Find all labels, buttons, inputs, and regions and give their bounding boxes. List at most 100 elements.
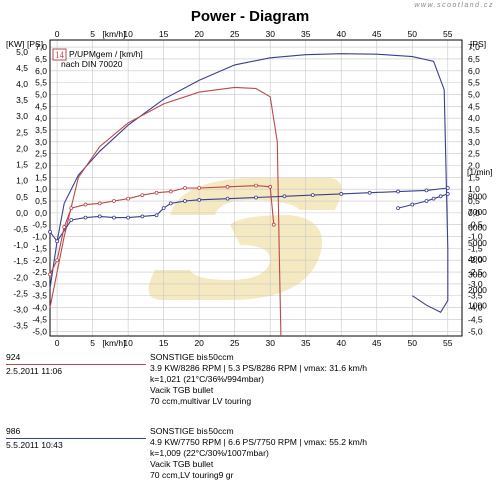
rpm-marker [83, 202, 88, 207]
y-tick-label-rpm: 8000 [468, 191, 487, 201]
rpm-marker [69, 218, 74, 222]
rpm-marker [62, 225, 67, 229]
run-date: 5.5.2011 [6, 440, 39, 450]
y-tick-label-ps-left: 2,0 [35, 161, 47, 171]
rpm-marker [282, 194, 287, 199]
y-axis-unit-rpm: [1/min] [467, 167, 493, 177]
y-tick-label-kw: 4,0 [16, 79, 28, 89]
rpm-marker [445, 186, 450, 190]
y-tick-label-ps-right: 3,5 [468, 125, 480, 135]
x-tick-label-top: 25 [230, 29, 240, 39]
y-tick-label-ps-left: 6,5 [35, 54, 47, 64]
y-tick-label-ps-left: 1,5 [35, 172, 47, 182]
plot-frame [49, 39, 463, 337]
y-tick-label-ps-left: 6,0 [35, 66, 47, 76]
legend-line-2: nach DIN 70020 [61, 59, 123, 69]
rpm-marker [310, 193, 315, 198]
run-entry-924: 924 2.5.2011 11:06 SONSTIGE bis 50ccm 3.… [6, 352, 494, 426]
x-tick-label-top: 45 [372, 29, 382, 39]
run-category: SONSTIGE bis [150, 426, 208, 436]
x-tick-label-bottom: 5 [90, 338, 95, 348]
y-tick-label-ps-left: 5,0 [35, 89, 47, 99]
y-tick-label-ps-right: 5,5 [468, 78, 480, 88]
run-details: SONSTIGE bis 50ccm 3.9 KW/8286 RPM | 5.3… [150, 352, 367, 407]
run-setup: 70 ccm,LV touring9 gr [150, 470, 234, 480]
y-tick-label-kw: 0,5 [16, 192, 28, 202]
y-tick-label-kw: 2,5 [16, 127, 28, 137]
run-color-rule [6, 364, 146, 365]
x-tick-label-top: 40 [337, 29, 347, 39]
rpm-marker [410, 202, 415, 207]
run-date-time: 2.5.2011 11:06 [6, 366, 62, 377]
y-tick-label-ps-right: -1,5 [468, 243, 483, 253]
rpm-marker [97, 214, 102, 219]
run-number: 924 [6, 352, 21, 362]
y-tick-label-ps-right: 0,5 [468, 196, 480, 206]
legend-box [52, 48, 67, 61]
y-tick-label-ps-left: 2,5 [35, 149, 47, 159]
y-tick-label-kw: 2,0 [16, 143, 28, 153]
x-tick-label-top: 55 [443, 29, 453, 39]
rpm-marker [48, 229, 52, 234]
x-tick-label-bottom: 25 [230, 338, 240, 348]
y-tick-label-ps-left: -4,5 [32, 314, 47, 324]
y-tick-label-ps-right: 7,0 [468, 42, 480, 52]
run-time: 11:06 [41, 366, 63, 376]
y-tick-label-kw: 3,5 [16, 95, 28, 105]
x-axis-unit-top: [km/h] [102, 29, 125, 39]
y-tick-label-rpm: 7000 [468, 207, 487, 217]
y-tick-label-kw: -3,5 [13, 321, 28, 331]
y-tick-label-kw: 0,0 [16, 208, 28, 218]
y-tick-label-ps-right: 0,0 [468, 208, 480, 218]
rpm-marker [126, 196, 131, 201]
rpm-marker [197, 197, 202, 202]
y-tick-label-rpm: 5000 [468, 238, 487, 248]
y-tick-label-ps-right: -3,0 [468, 279, 483, 289]
run-correction: k=1,009 (22°C/30%/1007mbar) [150, 448, 269, 458]
x-tick-label-top: 0 [55, 29, 60, 39]
axis-labels: 0055101015152020252530303535404045455050… [6, 29, 493, 348]
rpm-marker [97, 201, 102, 206]
rpm-marker [438, 194, 443, 199]
y-axis-unit-right-ps: [PS] [470, 39, 486, 49]
y-tick-label-ps-left: -3,0 [32, 279, 47, 289]
y-tick-label-kw: -2,5 [13, 288, 28, 298]
run-correction: k=1,021 (21°C/36%/994mbar) [150, 374, 265, 384]
y-tick-label-ps-left: -3,5 [32, 291, 47, 301]
y-tick-label-ps-right: -0,5 [468, 220, 483, 230]
x-tick-label-top: 50 [408, 29, 418, 39]
x-tick-label-bottom: 40 [337, 338, 347, 348]
y-tick-label-kw: 5,0 [16, 47, 28, 57]
rpm-marker [161, 206, 166, 211]
run-setup: 70 ccm,multivar LV touring [150, 396, 252, 406]
y-tick-label-rpm: 1000 [468, 301, 487, 311]
rpm-marker [424, 188, 429, 193]
y-tick-label-ps-right: 4,5 [468, 101, 480, 111]
rpm-marker [271, 222, 276, 227]
logo-shape [148, 215, 322, 300]
x-tick-label-bottom: 55 [443, 338, 453, 348]
rpm-marker [197, 186, 202, 190]
rpm-marker [445, 192, 450, 196]
rpm-marker [183, 186, 187, 190]
rpm-marker [112, 215, 116, 220]
run-results: 4.9 KW/7750 RPM | 6.6 PS/7750 RPM | vmax… [150, 437, 368, 447]
run-info-section: 924 2.5.2011 11:06 SONSTIGE bis 50ccm 3.… [6, 352, 494, 500]
y-tick-label-kw: -0,5 [13, 224, 28, 234]
rpm-marker [183, 199, 187, 203]
rpm-marker [55, 239, 60, 244]
y-tick-label-ps-left: 4,5 [35, 101, 47, 111]
y-tick-label-ps-right: 3,0 [468, 137, 480, 147]
y-tick-label-ps-right: 1,0 [468, 184, 480, 194]
y-tick-label-ps-right: -1,0 [468, 232, 483, 242]
y-tick-label-ps-right: 5,0 [468, 89, 480, 99]
y-tick-label-kw: 1,0 [16, 176, 28, 186]
y-tick-label-ps-left: -0,5 [32, 220, 47, 230]
y-tick-label-ps-left: 3,0 [35, 137, 47, 147]
rpm-marker [55, 258, 60, 263]
y-tick-label-ps-right: 2,5 [468, 149, 480, 159]
y-tick-label-kw: -3,0 [13, 304, 28, 314]
run-time: 10:43 [41, 440, 63, 450]
y-tick-label-rpm: 4000 [468, 254, 487, 264]
rpm-marker [140, 214, 145, 219]
